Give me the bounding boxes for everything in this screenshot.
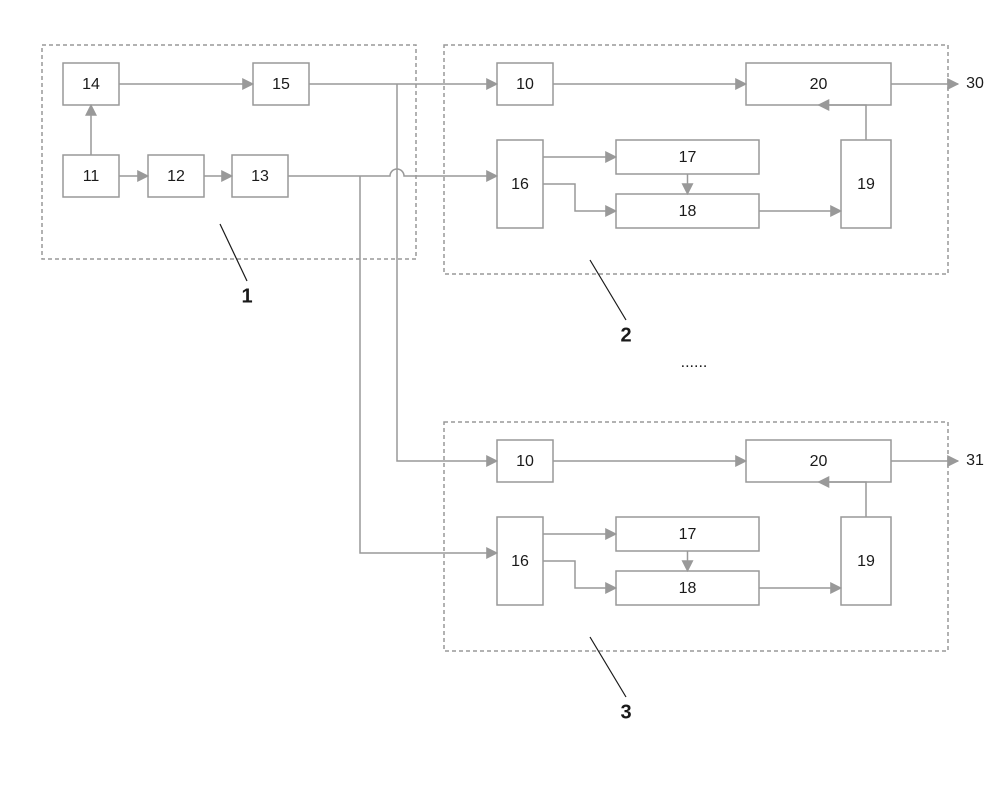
group-label-g3: 3	[620, 701, 631, 723]
group-label-g2: 2	[620, 324, 631, 346]
path-p16a-18a	[543, 184, 616, 211]
out-o30: 30	[966, 75, 984, 92]
box-label-b14: 14	[82, 76, 100, 93]
box-label-b20b: 20	[810, 453, 828, 470]
box-label-b12: 12	[167, 168, 185, 185]
path-p13-16b	[360, 176, 497, 553]
path-p13-16a	[288, 169, 497, 176]
box-label-b13: 13	[251, 168, 269, 185]
box-label-b16a: 16	[511, 176, 529, 193]
box-label-b17a: 17	[679, 149, 697, 166]
leader-g3	[590, 637, 626, 697]
box-label-b11: 11	[83, 168, 100, 185]
edge-b19b-b20b	[819, 482, 867, 517]
box-label-b17b: 17	[679, 526, 697, 543]
group-label-g1: 1	[241, 285, 252, 307]
box-label-b15: 15	[272, 76, 290, 93]
box-label-b10b: 10	[516, 453, 534, 470]
path-p16b-18b	[543, 561, 616, 588]
out-o31: 31	[966, 452, 984, 469]
leader-g1	[220, 224, 247, 281]
edge-b19a-b20a	[819, 105, 867, 140]
path-p15-10b	[397, 84, 497, 461]
box-label-b18a: 18	[679, 203, 697, 220]
box-label-b10a: 10	[516, 76, 534, 93]
box-label-b20a: 20	[810, 76, 828, 93]
box-label-b19a: 19	[857, 176, 875, 193]
ellipsis: ......	[681, 354, 708, 371]
box-label-b19b: 19	[857, 553, 875, 570]
box-label-b16b: 16	[511, 553, 529, 570]
box-label-b18b: 18	[679, 580, 697, 597]
leader-g2	[590, 260, 626, 320]
